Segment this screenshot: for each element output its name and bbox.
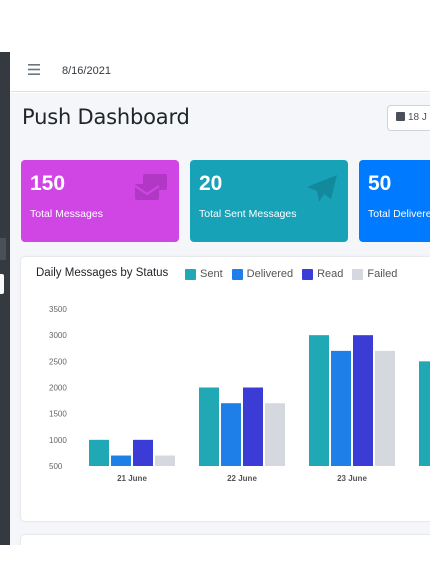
bar-sent-group-3[interactable] [419,361,430,466]
stat-box-total-sent: 20 Total Sent Messages [190,160,348,242]
date-range-button[interactable]: 18 J [387,105,430,131]
bar-read-22-june[interactable] [243,387,263,467]
y-tick-label: 2500 [49,357,67,366]
y-tick-label: 1500 [49,410,67,419]
bar-sent-21-june[interactable] [89,439,109,466]
x-tick-label: 22 June [227,474,257,483]
stat-value: 20 [199,172,223,195]
bar-sent-23-june[interactable] [309,335,329,466]
bar-delivered-23-june[interactable] [331,350,351,466]
legend-item-delivered[interactable]: Delivered [231,268,293,280]
page-bottom [0,545,430,575]
y-tick-label: 3500 [49,305,67,314]
bar-read-21-june[interactable] [133,439,153,466]
legend-item-failed[interactable]: Failed [352,268,397,280]
date-range-label: 18 J [408,112,427,123]
x-tick-label: 23 June [337,474,367,483]
stat-label: Total Sent Messages [199,208,297,220]
sidebar [0,52,10,545]
chart-legend: Sent Delivered Read Failed [185,268,406,280]
bar-sent-22-june[interactable] [199,387,219,467]
stat-value: 150 [30,172,66,195]
bar-failed-22-june[interactable] [265,403,285,466]
stat-box-total-delivered: 50 Total Delivere [359,160,430,242]
stat-label: Total Messages [30,208,103,220]
paper-plane-icon [306,174,338,209]
page-title: Push Dashboard [22,105,190,129]
bar-failed-21-june[interactable] [155,455,175,466]
main-content: Push Dashboard 18 J 150 Total Messages 2… [10,93,430,555]
chart-title: Daily Messages by Status [36,267,169,279]
bar-failed-23-june[interactable] [375,350,395,466]
bar-delivered-21-june[interactable] [111,455,131,466]
bar-delivered-22-june[interactable] [221,403,241,466]
x-tick-label: 21 June [117,474,147,483]
sidebar-item[interactable] [0,238,6,260]
stat-value: 50 [368,172,392,195]
chart-card: Daily Messages by Status Sent Delivered … [21,257,430,521]
sidebar-item-active[interactable] [0,274,4,294]
legend-item-sent[interactable]: Sent [185,268,223,280]
y-tick-label: 1000 [49,436,67,445]
y-tick-label: 2000 [49,384,67,393]
top-navbar: 8/16/2021 [10,52,430,92]
y-tick-label: 3000 [49,331,67,340]
stat-box-total-messages: 150 Total Messages [21,160,179,242]
bar-chart: 3500 3000 2500 2000 1500 1000 500 21 June 22 Jun… [49,305,430,483]
calendar-icon [396,112,405,121]
current-date: 8/16/2021 [62,65,111,77]
legend-item-read[interactable]: Read [302,268,343,280]
y-tick-label: 500 [49,462,63,471]
envelopes-icon [134,174,169,209]
bar-read-23-june[interactable] [353,335,373,466]
hamburger-icon[interactable] [28,64,42,76]
stat-label: Total Delivere [368,208,430,220]
